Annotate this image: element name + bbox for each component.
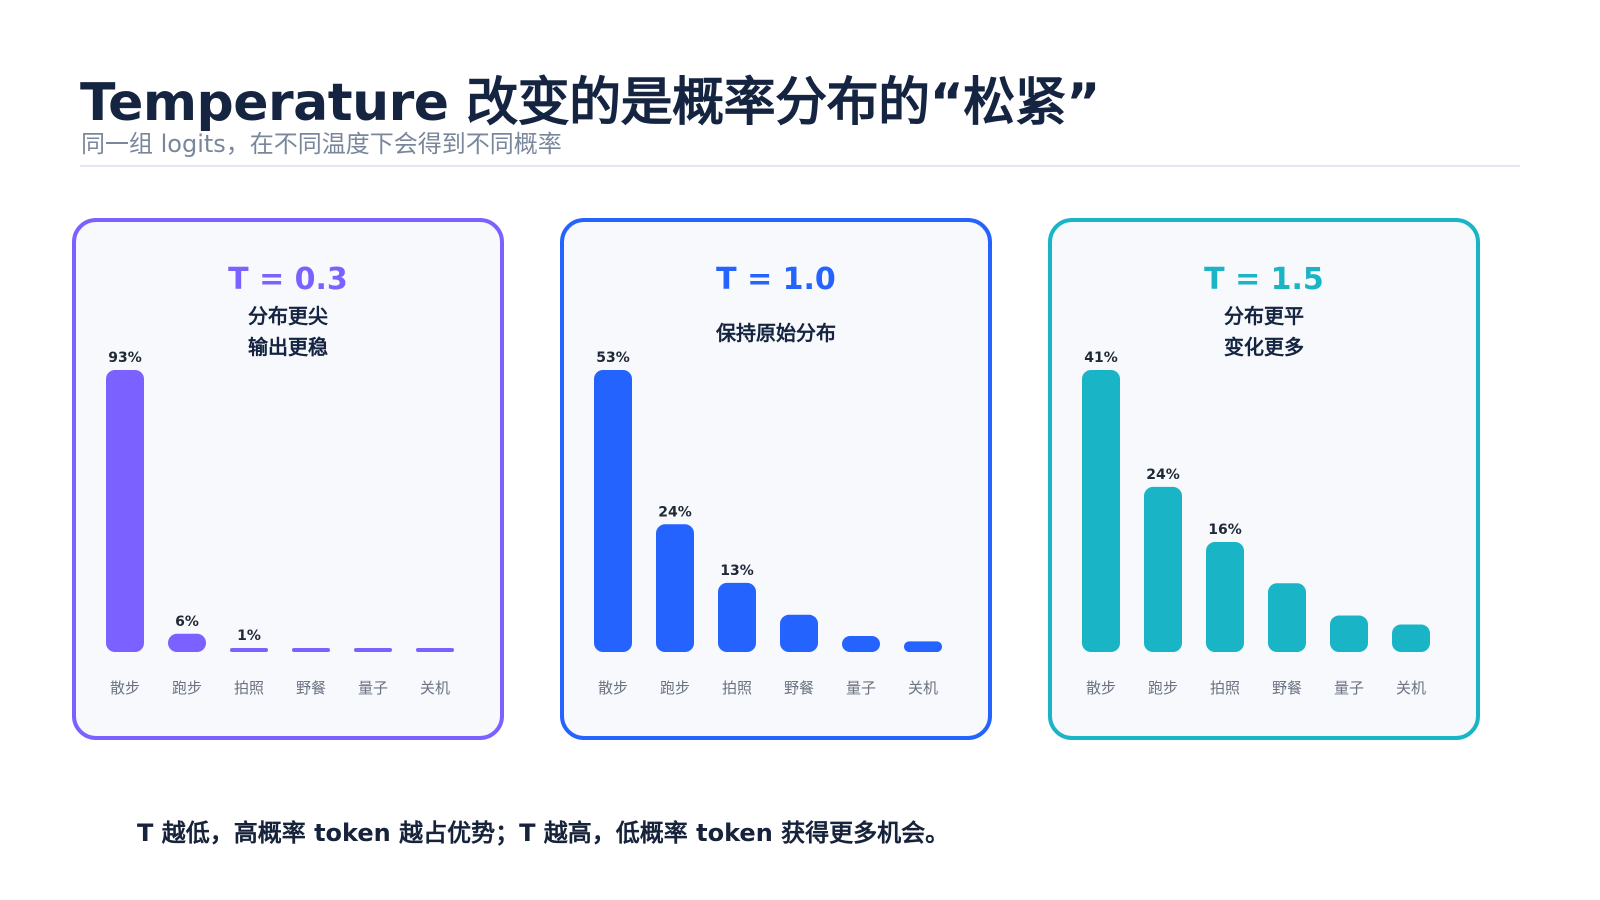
bar-关机 — [1392, 624, 1430, 652]
bar-野餐 — [292, 648, 330, 652]
x-tick-label: 野餐 — [784, 679, 814, 697]
x-tick-label: 野餐 — [296, 679, 326, 697]
chart-panel-t-1-0: T = 1.0 保持原始分布 53% 散步 24% 跑步 13% 拍照 野餐 量子 关机 — [560, 218, 992, 740]
bar-关机 — [416, 648, 454, 652]
bar-value-label: 24% — [658, 504, 692, 520]
x-tick-label: 拍照 — [1210, 679, 1240, 697]
bar-散步 — [106, 370, 144, 652]
page-subtitle: 同一组 logits，在不同温度下会得到不同概率 — [81, 130, 562, 158]
bar-野餐 — [780, 614, 818, 652]
x-tick-label: 量子 — [1334, 679, 1364, 697]
x-tick-label: 关机 — [908, 679, 938, 697]
bar-value-label: 6% — [175, 614, 199, 630]
bar-关机 — [904, 641, 942, 652]
chart-title: T = 1.5 — [1204, 262, 1324, 297]
chart-panel-t-1-5: T = 1.5 分布更平变化更多 41% 散步 24% 跑步 16% 拍照 野餐 量子 关机 — [1048, 218, 1480, 740]
chart-title: T = 1.0 — [716, 262, 836, 297]
chart-panel-t-0-3: T = 0.3 分布更尖输出更稳 93% 散步 6% 跑步 1% 拍照 野餐 量子 关机 — [72, 218, 504, 740]
chart-subtitle-line: 分布更平 — [1224, 304, 1304, 328]
x-tick-label: 野餐 — [1272, 679, 1302, 697]
x-tick-label: 散步 — [110, 679, 140, 697]
chart-subtitle-line: 保持原始分布 — [715, 321, 836, 345]
bar-量子 — [1330, 615, 1368, 652]
chart-subtitle-line: 输出更稳 — [248, 335, 328, 359]
bar-跑步 — [656, 524, 694, 652]
x-tick-label: 跑步 — [172, 679, 202, 697]
x-tick-label: 量子 — [846, 679, 876, 697]
bar-value-label: 93% — [108, 350, 142, 366]
bar-value-label: 41% — [1084, 350, 1118, 366]
bar-跑步 — [1144, 486, 1182, 652]
title-divider — [80, 165, 1520, 167]
footer-note: T 越低，高概率 token 越占优势；T 越高，低概率 token 获得更多机… — [137, 819, 950, 847]
bar-散步 — [594, 370, 632, 652]
bar-量子 — [842, 636, 880, 652]
x-tick-label: 跑步 — [660, 679, 690, 697]
page-title: Temperature 改变的是概率分布的“松紧” — [80, 73, 1101, 133]
bar-value-label: 24% — [1146, 467, 1180, 483]
chart-subtitle-line: 变化更多 — [1224, 335, 1304, 359]
x-tick-label: 散步 — [1086, 679, 1116, 697]
x-tick-label: 量子 — [358, 679, 388, 697]
bar-value-label: 53% — [596, 350, 630, 366]
bar-拍照 — [718, 582, 756, 652]
bar-拍照 — [1206, 541, 1244, 652]
bar-value-label: 16% — [1208, 522, 1242, 538]
x-tick-label: 关机 — [1396, 679, 1426, 697]
x-tick-label: 拍照 — [722, 679, 752, 697]
bar-散步 — [1082, 370, 1120, 652]
bar-跑步 — [168, 633, 206, 652]
bar-chart-t-1-0: T = 1.0 保持原始分布 53% 散步 24% 跑步 13% 拍照 野餐 量子 关机 — [594, 262, 942, 697]
bar-野餐 — [1268, 583, 1306, 652]
chart-title: T = 0.3 — [228, 262, 348, 297]
bar-量子 — [354, 648, 392, 652]
chart-subtitle-line: 分布更尖 — [248, 304, 328, 328]
x-tick-label: 散步 — [598, 679, 628, 697]
x-tick-label: 拍照 — [234, 679, 264, 697]
bar-拍照 — [230, 648, 268, 652]
x-tick-label: 关机 — [420, 679, 450, 697]
bar-value-label: 1% — [237, 628, 261, 644]
bar-value-label: 13% — [720, 563, 754, 579]
x-tick-label: 跑步 — [1148, 679, 1178, 697]
